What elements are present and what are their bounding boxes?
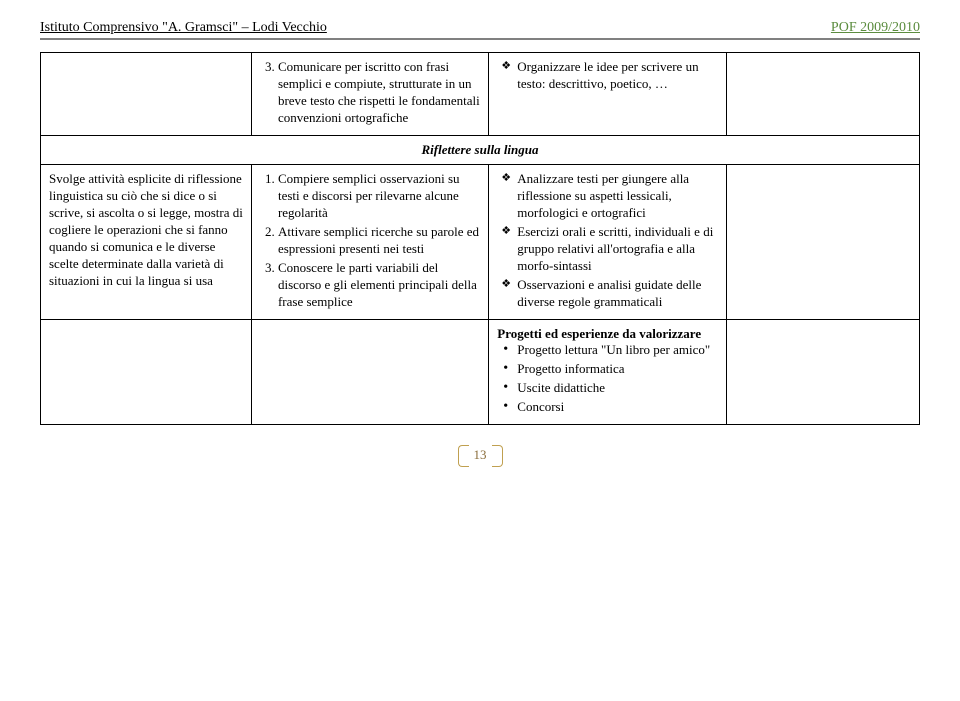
list-item: Organizzare le idee per scrivere un test… [501, 59, 717, 93]
header-left: Istituto Comprensivo "A. Gramsci" – Lodi… [40, 20, 327, 36]
cell-empty [726, 319, 919, 424]
table-row: Comunicare per iscritto con frasi sempli… [41, 53, 920, 136]
projects-title: Progetti ed esperienze da valorizzare [497, 326, 717, 343]
table-row-section: Riflettere sulla lingua [41, 135, 920, 165]
table-row: Progetti ed esperienze da valorizzare Pr… [41, 319, 920, 424]
page-number: 13 [464, 445, 497, 465]
cell-col2: Compiere semplici osservazioni su testi … [251, 165, 488, 319]
cell-col3: Progetti ed esperienze da valorizzare Pr… [489, 319, 726, 424]
cell-empty [41, 319, 252, 424]
content-table: Comunicare per iscritto con frasi sempli… [40, 52, 920, 425]
header-right: POF 2009/2010 [831, 20, 920, 36]
list-item: Attivare semplici ricerche su parole ed … [278, 224, 480, 258]
list-item: Conoscere le parti variabili del discors… [278, 260, 480, 311]
cell-col3: Analizzare testi per giungere alla rifle… [489, 165, 726, 319]
cell-col3: Organizzare le idee per scrivere un test… [489, 53, 726, 136]
list-item: Uscite didattiche [501, 380, 717, 397]
section-title: Riflettere sulla lingua [41, 135, 920, 165]
page-header: Istituto Comprensivo "A. Gramsci" – Lodi… [40, 20, 920, 40]
cell-col2: Comunicare per iscritto con frasi sempli… [251, 53, 488, 136]
page-footer: 13 [40, 445, 920, 465]
cell-empty [251, 319, 488, 424]
table-row: Svolge attività esplicite di riflessione… [41, 165, 920, 319]
header-left-text: Istituto Comprensivo "A. Gramsci" – Lodi… [40, 20, 327, 35]
list-item: Compiere semplici osservazioni su testi … [278, 171, 480, 222]
cell-empty [41, 53, 252, 136]
cell-empty [726, 53, 919, 136]
list-item: Analizzare testi per giungere alla rifle… [501, 171, 717, 222]
list-item: Concorsi [501, 399, 717, 416]
cell-empty [726, 165, 919, 319]
list-item: Progetto informatica [501, 361, 717, 378]
header-right-text: POF 2009/2010 [831, 20, 920, 35]
cell-col1: Svolge attività esplicite di riflessione… [41, 165, 252, 319]
list-item: Osservazioni e analisi guidate delle div… [501, 277, 717, 311]
list-item: Progetto lettura "Un libro per amico" [501, 342, 717, 359]
list-item: Esercizi orali e scritti, individuali e … [501, 224, 717, 275]
list-item: Comunicare per iscritto con frasi sempli… [278, 59, 480, 127]
